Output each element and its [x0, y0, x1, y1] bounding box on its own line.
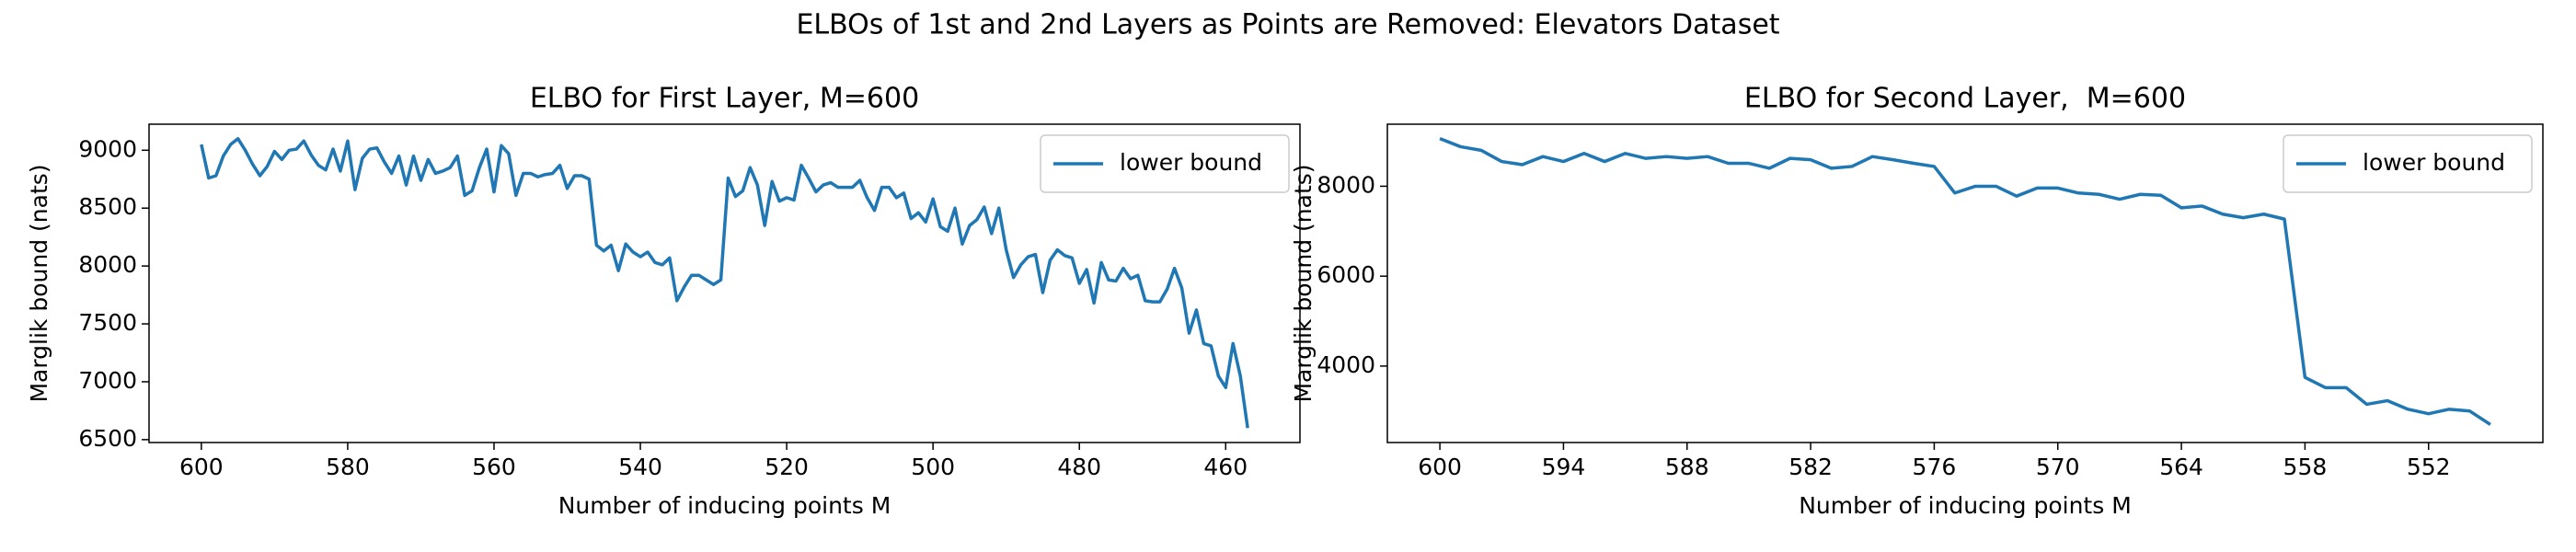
y-tick-label: 8500 [78, 193, 137, 220]
y-tick-label: 8000 [1317, 171, 1375, 198]
legend-box [2283, 134, 2533, 193]
y-tick-label: 4000 [1317, 351, 1375, 378]
axes-title: ELBO for Second Layer, M=600 [1744, 83, 2186, 115]
x-axis-label: Number of inducing points M [558, 492, 891, 519]
data-line [1439, 137, 2491, 426]
x-tick-label: 570 [2036, 454, 2080, 480]
x-axis-label: Number of inducing points M [1799, 492, 2132, 519]
x-tick-label: 564 [2159, 454, 2203, 480]
x-tick-label: 582 [1788, 454, 1833, 480]
data-line [200, 136, 1249, 429]
x-tick-label: 588 [1665, 454, 1709, 480]
x-tick-label: 600 [1418, 454, 1462, 480]
x-tick-label: 480 [1057, 454, 1101, 480]
legend-label: lower bound [2363, 149, 2505, 176]
axes-frame [1386, 123, 2544, 443]
y-axis-label: Marglik bound (nats) [1290, 164, 1317, 402]
y-tick-label: 7500 [78, 309, 137, 336]
figure-title: ELBOs of 1st and 2nd Layers as Points ar… [796, 9, 1779, 41]
x-tick-label: 540 [618, 454, 662, 480]
x-tick-label: 460 [1203, 454, 1248, 480]
legend-box [1040, 134, 1290, 193]
x-tick-label: 576 [1913, 454, 1957, 480]
x-tick-label: 600 [179, 454, 224, 480]
y-tick-label: 7000 [78, 367, 137, 394]
y-axis-label: Marglik bound (nats) [26, 164, 52, 402]
y-tick-label: 8000 [78, 251, 137, 278]
x-tick-label: 558 [2283, 454, 2328, 480]
axes-frame [148, 123, 1301, 443]
legend-label: lower bound [1120, 149, 1262, 176]
x-tick-label: 580 [326, 454, 370, 480]
x-tick-label: 594 [1542, 454, 1586, 480]
x-tick-label: 560 [472, 454, 516, 480]
y-tick-label: 6000 [1317, 261, 1375, 288]
x-tick-label: 500 [911, 454, 955, 480]
y-tick-label: 6500 [78, 425, 137, 452]
y-tick-label: 9000 [78, 135, 137, 162]
x-tick-label: 552 [2407, 454, 2451, 480]
axes-title: ELBO for First Layer, M=600 [530, 83, 919, 115]
x-tick-label: 520 [765, 454, 809, 480]
